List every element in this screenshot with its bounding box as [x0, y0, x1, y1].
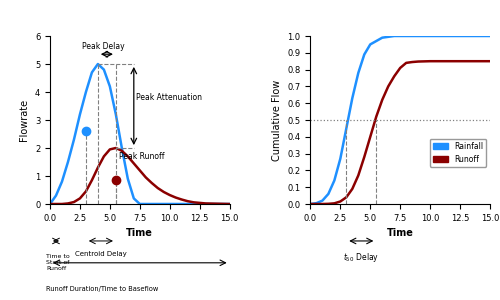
- Legend: Rainfall, Runoff: Rainfall, Runoff: [430, 139, 486, 166]
- Text: Peak Runoff: Peak Runoff: [120, 152, 165, 161]
- Text: Peak Attenuation: Peak Attenuation: [136, 93, 202, 102]
- Text: Peak Delay: Peak Delay: [82, 42, 124, 51]
- X-axis label: Time: Time: [387, 228, 413, 238]
- Y-axis label: Cumulative Flow: Cumulative Flow: [272, 80, 282, 160]
- Y-axis label: Flowrate: Flowrate: [20, 99, 30, 141]
- Text: $t_{50}$ Delay: $t_{50}$ Delay: [343, 251, 380, 264]
- Text: Runoff Duration/Time to Baseflow: Runoff Duration/Time to Baseflow: [46, 286, 158, 292]
- X-axis label: Time: Time: [126, 228, 153, 238]
- Text: Centroid Delay: Centroid Delay: [75, 251, 127, 257]
- Text: Time to
Start of
Runoff: Time to Start of Runoff: [46, 254, 70, 271]
